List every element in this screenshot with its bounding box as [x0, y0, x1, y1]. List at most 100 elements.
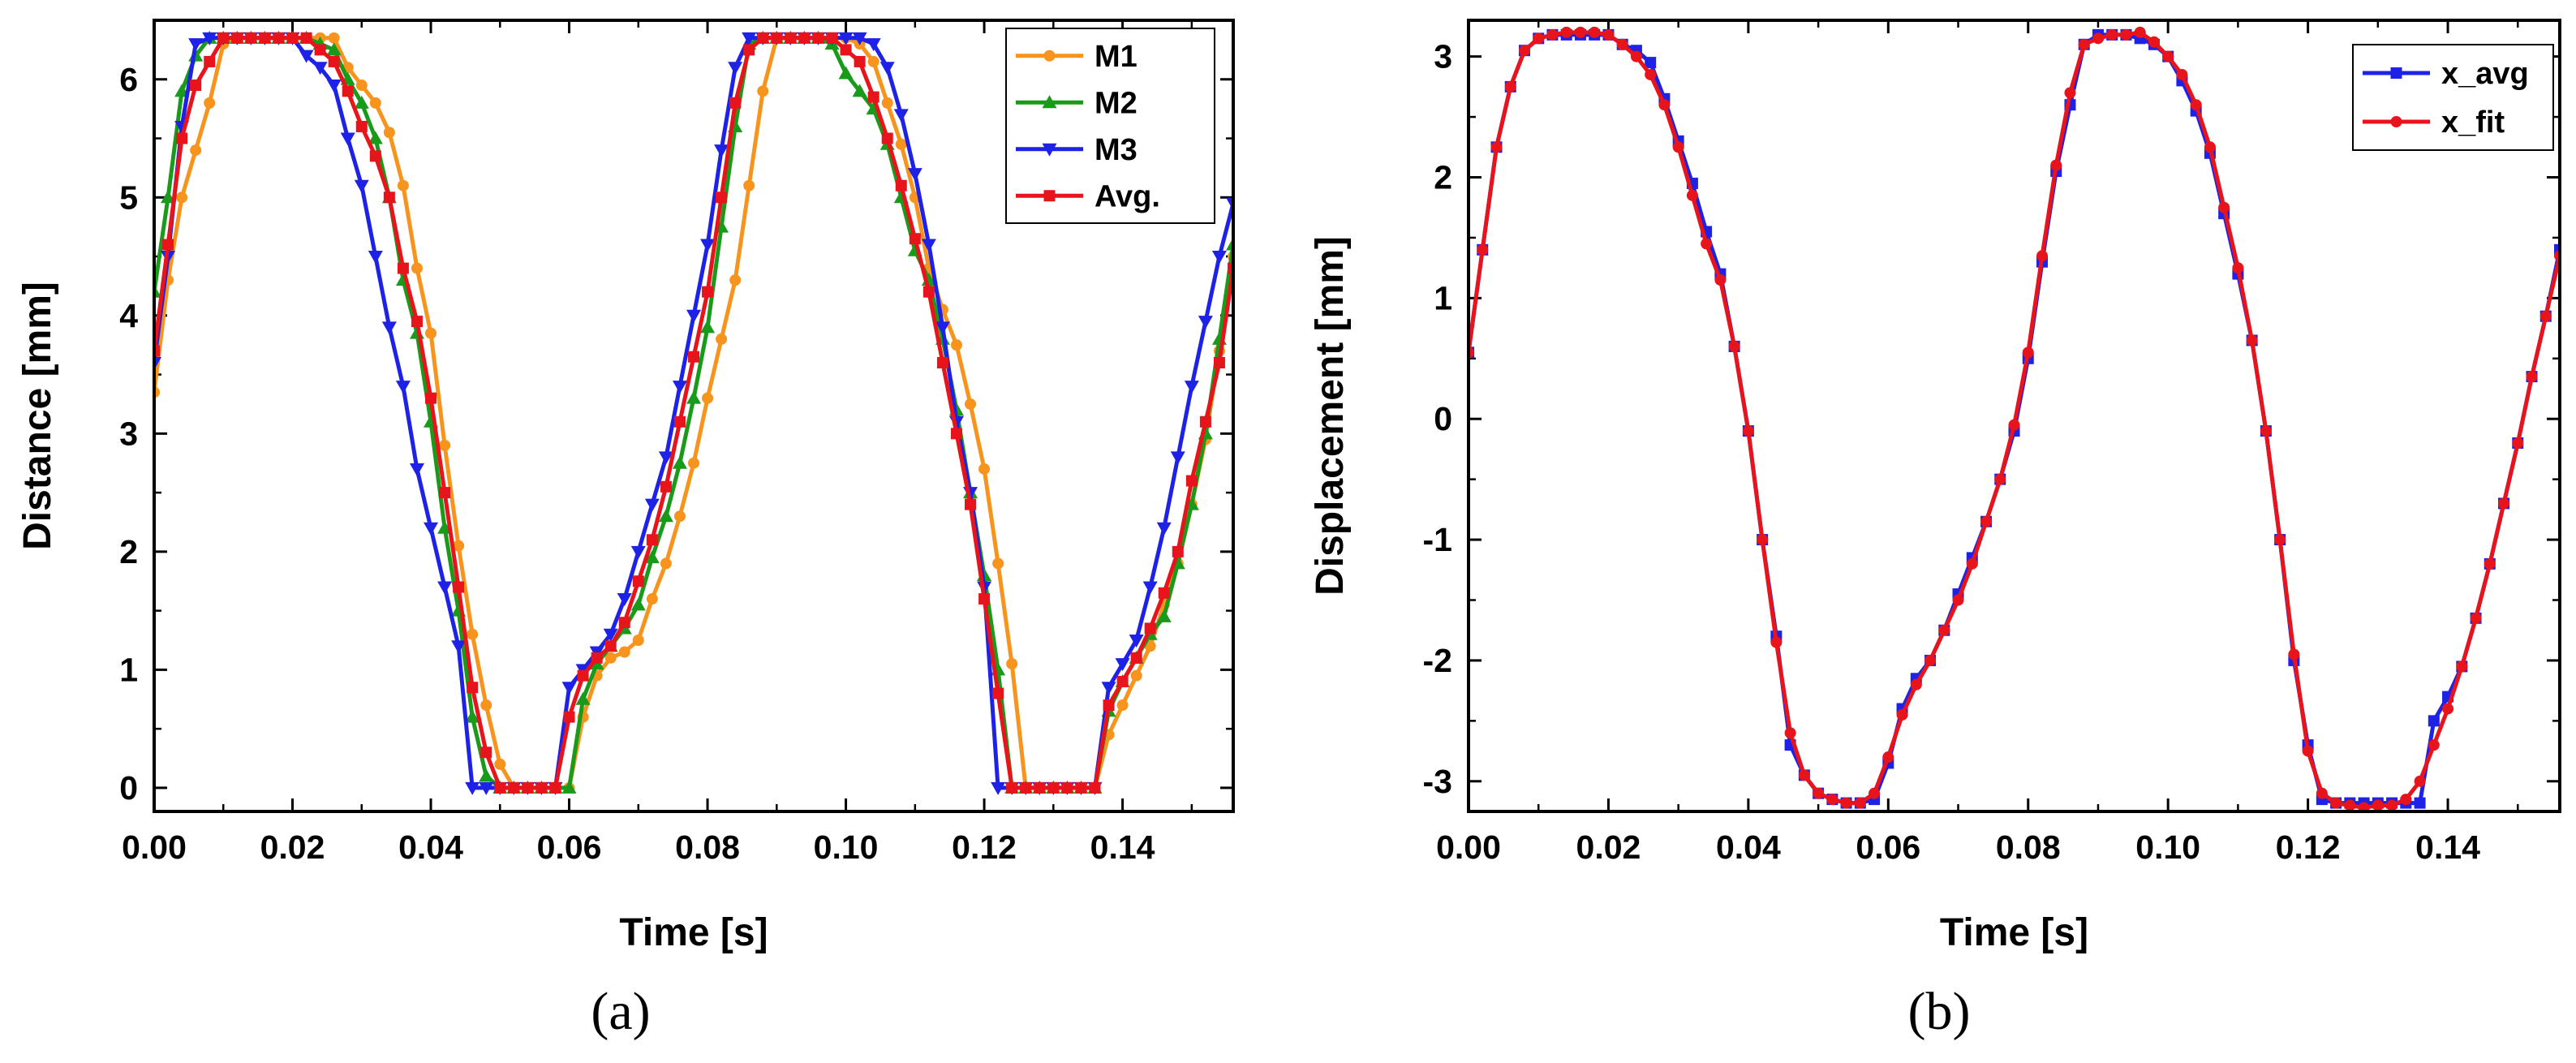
data-point: [2400, 794, 2412, 806]
legend-swatch-marker: [1043, 49, 1056, 62]
data-point: [259, 32, 271, 44]
data-point: [604, 640, 617, 652]
data-point: [2204, 141, 2216, 153]
data-point: [658, 509, 673, 523]
x-tick-label: 0.08: [1996, 828, 2061, 866]
x-tick-label: 0.10: [814, 828, 879, 866]
data-point: [2260, 425, 2272, 437]
data-point: [154, 345, 160, 357]
x-axis-label: Time [s]: [619, 911, 768, 954]
data-point: [1158, 587, 1170, 599]
data-point: [2190, 99, 2202, 111]
data-point: [646, 534, 658, 546]
data-point: [646, 593, 658, 605]
y-tick-label: 3: [119, 415, 138, 452]
data-point: [1144, 622, 1156, 635]
data-point: [1840, 797, 1852, 809]
legend: x_avg x_fit: [2352, 44, 2554, 151]
data-point: [1938, 624, 1950, 636]
data-point: [368, 131, 383, 144]
data-point: [342, 85, 354, 97]
data-point: [1020, 781, 1032, 794]
data-point: [826, 32, 838, 44]
x-tick-label: 0.10: [2135, 828, 2200, 866]
data-point: [1574, 26, 1586, 38]
data-point: [1185, 475, 1198, 487]
data-point: [978, 463, 991, 475]
data-point: [2148, 36, 2160, 48]
x-tick-label: 0.12: [952, 828, 1017, 866]
data-point: [1047, 781, 1060, 794]
data-point: [1645, 57, 1657, 69]
x-tick-label: 0.14: [1090, 828, 1155, 866]
data-point: [603, 628, 618, 642]
data-point: [1116, 699, 1129, 712]
data-point: [328, 55, 340, 67]
data-point: [1826, 794, 1838, 806]
data-point: [672, 455, 687, 469]
legend: M1 M2 M3 Avg.: [1005, 28, 1215, 224]
data-point: [2498, 497, 2510, 510]
chart-1: 0.00 0.02 0.04 0.06 0.08 0.10 0.12 0.14 -3 -2 -1 0 1…: [1309, 19, 2561, 1041]
data-point: [1477, 243, 1489, 256]
data-point: [2470, 612, 2482, 624]
data-point: [742, 32, 757, 45]
legend-label: x_fit: [2441, 105, 2505, 140]
data-point: [369, 97, 381, 109]
data-point: [1546, 28, 1559, 41]
data-point: [535, 781, 548, 794]
data-point: [2134, 26, 2146, 38]
data-point: [1952, 594, 1964, 606]
data-point: [1533, 32, 1545, 45]
data-point: [922, 286, 935, 298]
panel-label: (a): [591, 982, 650, 1041]
y-tick-label: 3: [1434, 38, 1452, 75]
data-point: [907, 168, 922, 182]
data-point: [1115, 658, 1130, 672]
data-point: [300, 32, 312, 44]
legend-swatch-marker: [2390, 116, 2402, 127]
data-point: [728, 62, 743, 75]
data-point: [702, 392, 714, 404]
data-point: [950, 428, 962, 440]
y-tick-label: 0: [119, 769, 138, 807]
data-point: [479, 781, 494, 795]
data-point: [702, 286, 714, 298]
data-point: [2302, 745, 2314, 757]
data-point: [630, 597, 646, 611]
data-point: [395, 381, 411, 394]
data-point: [936, 357, 948, 369]
legend-swatch-marker: [1043, 190, 1056, 202]
data-point: [632, 634, 644, 646]
x-tick-label: 0.08: [675, 828, 740, 866]
data-point: [2428, 715, 2440, 727]
data-point: [798, 32, 811, 44]
data-point: [1658, 99, 1671, 111]
data-point: [2372, 799, 2384, 811]
data-point: [632, 575, 644, 587]
data-point: [2386, 799, 2398, 811]
data-point: [2414, 775, 2426, 787]
data-point: [591, 652, 603, 664]
data-point: [812, 32, 824, 44]
legend-swatch-marker: [1042, 95, 1057, 109]
data-point: [467, 682, 479, 694]
data-point: [700, 320, 716, 334]
data-point: [2442, 703, 2454, 715]
data-point: [1226, 237, 1233, 251]
data-point: [465, 709, 480, 723]
data-point: [2036, 250, 2048, 262]
data-point: [480, 699, 492, 712]
data-point: [672, 381, 687, 394]
data-point: [1742, 425, 1754, 437]
data-point: [618, 646, 630, 658]
data-point: [425, 327, 437, 339]
data-point: [286, 32, 299, 44]
data-point: [368, 251, 383, 265]
data-point: [2008, 419, 2020, 431]
data-point: [204, 55, 216, 67]
data-point: [757, 85, 769, 97]
data-point: [1602, 28, 1615, 41]
data-point: [354, 179, 369, 193]
